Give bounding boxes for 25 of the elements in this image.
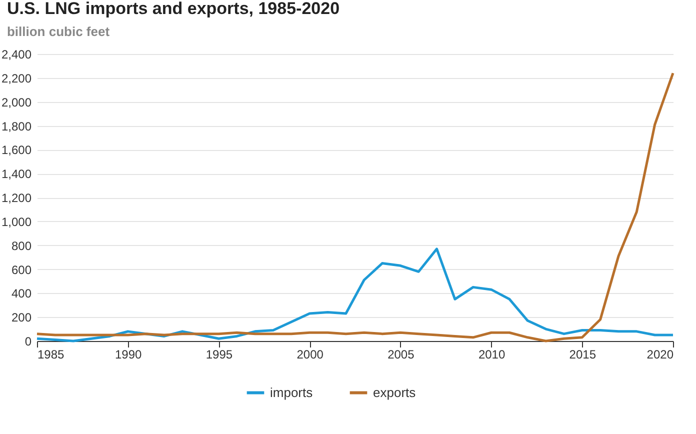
y-tick-label: 1,600 bbox=[1, 143, 32, 158]
x-tick-label: 2005 bbox=[388, 348, 415, 362]
y-tick-label: 1,800 bbox=[1, 119, 32, 134]
y-tick-label: 2,400 bbox=[1, 48, 32, 62]
y-tick-label: 2,200 bbox=[1, 71, 32, 86]
x-tick-label: 2015 bbox=[569, 348, 596, 362]
x-tick-label: 2010 bbox=[478, 348, 506, 362]
legend-label: exports bbox=[373, 384, 416, 400]
legend-label: imports bbox=[270, 384, 314, 400]
y-tick-label: 2,000 bbox=[1, 95, 32, 110]
x-tick-label: 1990 bbox=[115, 348, 142, 362]
y-tick-label: 800 bbox=[11, 238, 32, 253]
y-tick-label: 1,200 bbox=[1, 191, 32, 205]
y-tick-label: 1,400 bbox=[1, 167, 32, 182]
x-tick-label: 1985 bbox=[38, 348, 65, 362]
y-tick-label: 200 bbox=[11, 310, 32, 325]
x-tick-label: 2000 bbox=[296, 348, 324, 362]
y-tick-label: 0 bbox=[24, 334, 32, 348]
y-tick-label: 1,000 bbox=[1, 214, 32, 229]
chart-title: U.S. LNG imports and exports, 1985-2020 bbox=[6, 0, 340, 18]
y-axis-title: billion cubic feet bbox=[6, 24, 110, 39]
y-tick-label: 400 bbox=[11, 286, 32, 301]
x-tick-label: 2020 bbox=[646, 348, 674, 362]
x-tick-label: 1995 bbox=[206, 348, 233, 362]
y-tick-label: 600 bbox=[11, 262, 32, 277]
